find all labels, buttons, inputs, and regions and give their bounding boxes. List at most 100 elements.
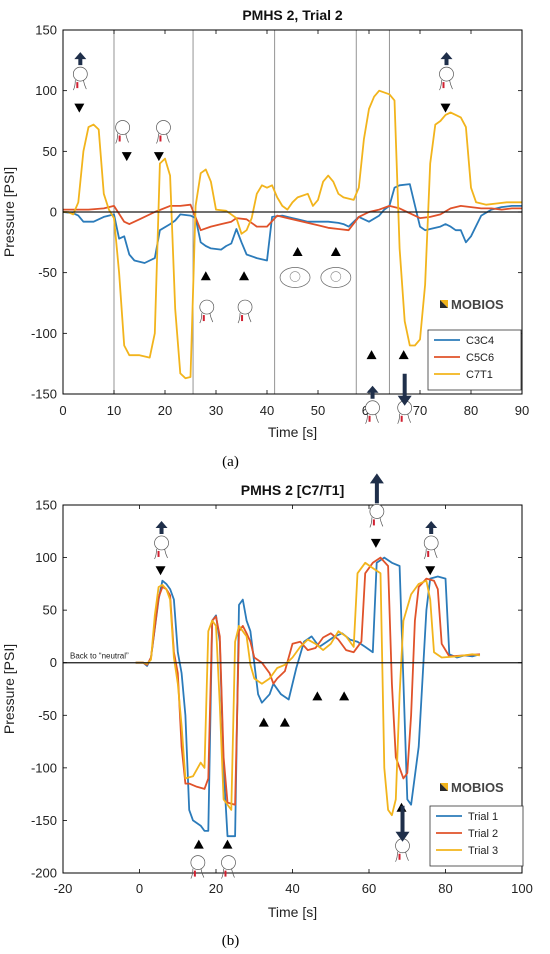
y-tick-label: -50 [38, 708, 57, 723]
neck-outline [221, 868, 235, 879]
neck-outline [199, 312, 214, 324]
up-triangle-icon [222, 839, 233, 849]
chart-a: 0102030405060708090-150-100-50050100150P… [1, 7, 529, 470]
head-neck-icon [190, 855, 206, 879]
legend: Trial 1 Trial 2 Trial 3 [429, 805, 524, 867]
x-tick-label: 40 [260, 403, 274, 418]
up-arrow-icon [425, 520, 438, 534]
head-top-outline [320, 267, 352, 288]
spine-marker [400, 415, 403, 422]
series-line-trial-2 [135, 556, 480, 806]
y-tick-label: -100 [31, 326, 57, 341]
x-tick-label: 90 [515, 403, 529, 418]
spine-marker [193, 870, 196, 877]
series-group [135, 556, 481, 838]
up-triangle-icon [330, 247, 341, 257]
panel-caption: (b) [222, 933, 240, 949]
legend-label: C7T1 [466, 369, 493, 381]
down-triangle-icon [153, 152, 164, 162]
head-neck-icon [369, 473, 385, 528]
up-arrow-icon [369, 473, 384, 504]
head-outline [369, 504, 385, 519]
y-tick-label: -50 [38, 265, 57, 280]
up-triangle-icon [279, 717, 290, 727]
spine-marker [157, 550, 160, 557]
y-tick-label: -150 [31, 813, 57, 828]
neck-outline [369, 517, 384, 528]
x-tick-label: 80 [464, 403, 478, 418]
head-neck-icon [237, 299, 253, 324]
head-neck-icon [439, 52, 454, 91]
head-neck-icon [156, 120, 171, 144]
legend-label: C5C6 [466, 352, 494, 364]
neck-outline [439, 80, 453, 91]
up-triangle-icon [292, 247, 303, 257]
neck-outline [73, 80, 87, 91]
legend: C3C4 C5C6 C7T1 [427, 329, 522, 391]
x-axis-label: Time [s] [268, 904, 317, 920]
head-neck-icon [154, 520, 169, 560]
up-arrow-icon [440, 52, 453, 66]
neck-outline [190, 868, 205, 879]
up-arrow-icon [155, 520, 168, 534]
head-outline [199, 299, 215, 315]
logo-mark-b [440, 783, 448, 791]
neck-outline [365, 413, 379, 424]
logo-mark-b [440, 300, 448, 308]
up-triangle-icon [200, 271, 211, 281]
head-top-inner [330, 271, 342, 282]
x-axis-label: Time [s] [268, 424, 317, 440]
down-triangle-icon [425, 566, 436, 576]
x-tick-label: 60 [362, 881, 376, 896]
panel-caption: (a) [222, 454, 239, 470]
head-neck-icon [423, 520, 439, 560]
spine-marker [76, 82, 79, 89]
neck-outline [237, 312, 252, 324]
neck-outline [395, 851, 409, 862]
neck-outline [397, 413, 411, 424]
mobios-logo-icon: MOBIOS [440, 297, 504, 312]
up-triangle-icon [312, 691, 323, 701]
legend-label: Trial 3 [468, 845, 498, 857]
chart-b: Back to “neutral”-20 0 20 40 60 80 100-200-150… [1, 473, 533, 949]
down-triangle-icon [74, 103, 85, 113]
x-tick-label: 50 [311, 403, 325, 418]
spine-marker [368, 415, 371, 422]
neck-outline [156, 133, 170, 144]
up-triangle-icon [193, 839, 204, 849]
x-tick-label: 10 [107, 403, 121, 418]
x-tick-label: 20 [209, 881, 223, 896]
chart-title: PMHS 2 [C7/T1] [241, 482, 344, 498]
logo-text: MOBIOS [451, 297, 504, 312]
x-tick-label: -20 [54, 881, 73, 896]
y-axis-label: Pressure [PSI] [1, 167, 17, 257]
head-neck-icon [395, 805, 410, 862]
head-outline [115, 120, 131, 135]
head-outline [154, 535, 169, 551]
down-triangle-icon [155, 566, 166, 576]
x-tick-label: 100 [511, 881, 533, 896]
down-arrow-icon [395, 805, 410, 842]
y-tick-label: -200 [31, 866, 57, 881]
up-triangle-icon [398, 350, 409, 360]
chart-title: PMHS 2, Trial 2 [242, 7, 343, 23]
head-neck-icon [115, 120, 131, 144]
y-tick-label: 0 [50, 205, 57, 220]
head-neck-icon [221, 855, 236, 879]
down-arrow-icon [397, 373, 412, 406]
neck-outline [154, 548, 168, 560]
down-triangle-icon [440, 103, 451, 113]
spine-marker [398, 853, 401, 860]
top-view-head-icon [320, 267, 352, 288]
series-line-trial-1 [135, 556, 481, 838]
head-outline [423, 535, 439, 551]
spine-marker [372, 519, 375, 526]
spine-marker [241, 315, 244, 322]
x-tick-label: 40 [285, 881, 299, 896]
head-top-inner [289, 271, 301, 282]
series-line-c7t1 [63, 89, 522, 380]
up-arrow-icon [74, 52, 87, 66]
x-tick-label: 0 [136, 881, 143, 896]
spine-marker [202, 315, 205, 322]
